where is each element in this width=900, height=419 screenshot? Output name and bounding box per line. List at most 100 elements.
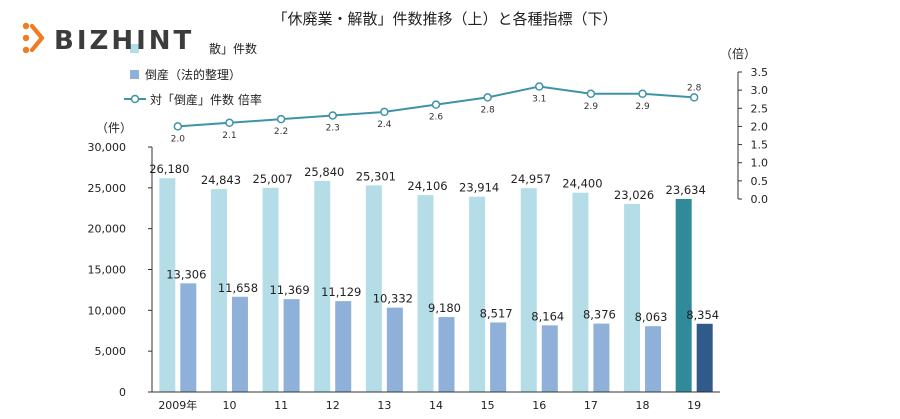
legend: 散」件数 倒産（法的整理） 対「倒産」件数 倍率	[124, 41, 262, 107]
bar-label-bankruptcy: 13,306	[166, 267, 206, 281]
bar-bankruptcy	[335, 301, 352, 392]
bar-closures	[469, 196, 486, 392]
legend-marker-ratio	[130, 94, 140, 104]
ratio-label: 2.6	[429, 113, 444, 123]
bar-label-bankruptcy: 8,164	[531, 309, 564, 323]
ratio-label: 2.1	[222, 131, 236, 141]
legend-label-closures: 散」件数	[209, 41, 257, 56]
bar-label-closures: 24,400	[562, 177, 602, 191]
bar-label-bankruptcy: 8,517	[480, 306, 513, 320]
ratio-point	[586, 89, 596, 99]
bar-label-closures: 23,914	[459, 181, 499, 195]
bar-bankruptcy	[231, 296, 248, 392]
ratio-label: 3.1	[532, 95, 546, 105]
bar-closures	[520, 188, 537, 392]
bar-label-closures: 23,634	[666, 183, 706, 197]
y-right-tick-label: 2.0	[751, 120, 769, 133]
bar-label-closures: 25,301	[356, 169, 396, 183]
bar-label-closures: 26,180	[149, 162, 189, 176]
x-tick-label: 2009年	[158, 398, 197, 412]
x-tick-label: 16	[532, 399, 546, 412]
bar-label-bankruptcy: 9,180	[428, 301, 461, 315]
y-left-tick-label: 20,000	[88, 223, 127, 236]
ratio-line: 2.0 2.1 2.2 2.3 2.4 2.6 2.8 3.1 2.9 2.9 2.8	[171, 82, 702, 144]
ratio-point	[431, 100, 441, 109]
bar-bankruptcy	[645, 326, 662, 392]
bar-closures	[675, 198, 692, 392]
ratio-point	[173, 122, 183, 131]
y-right-unit: （倍）	[720, 46, 756, 61]
bar-label-bankruptcy: 8,376	[583, 308, 616, 322]
bar-label-closures: 24,957	[511, 172, 551, 186]
bar-bankruptcy	[593, 323, 610, 392]
bar-label-closures: 25,840	[304, 165, 344, 179]
x-tick-label: 18	[636, 399, 650, 412]
legend-label-bankruptcy: 倒産（法的整理）	[145, 67, 241, 82]
bar-labels: 26,180 13,306 24,843 11,658 25,007 11,369 25,8…	[149, 162, 719, 324]
ratio-point	[225, 118, 234, 128]
x-tick-label: 15	[481, 399, 495, 412]
bar-label-closures: 23,026	[614, 188, 654, 202]
bar-bankruptcy	[541, 325, 558, 392]
x-tick-label: 10	[222, 399, 236, 412]
y-right-tick-label: 3.0	[751, 84, 769, 97]
y-left-tick-label: 5,000	[95, 345, 127, 358]
bar-label-bankruptcy: 8,354	[686, 308, 719, 322]
legend-swatch-bankruptcy	[130, 70, 139, 79]
bar-closures	[417, 195, 434, 392]
x-tick-label: 13	[377, 399, 391, 412]
ratio-point	[483, 93, 492, 102]
bar-label-closures: 25,007	[252, 172, 292, 186]
x-tick-label: 12	[326, 399, 340, 412]
bar-closures	[314, 180, 331, 392]
bizhint-logo: BIZHINT	[22, 22, 194, 56]
logo-wordmark: BIZHINT	[54, 26, 194, 56]
ratio-point	[328, 111, 337, 120]
ratio-point	[638, 89, 647, 99]
ratio-label: 2.0	[171, 134, 186, 144]
ratio-label: 2.8	[480, 105, 495, 115]
ratio-label: 2.9	[584, 102, 599, 112]
bars	[159, 178, 713, 392]
ratio-point	[276, 114, 286, 124]
x-tick-label: 19	[687, 399, 701, 412]
y-left-tick-label: 0	[119, 386, 126, 399]
bar-bankruptcy	[696, 323, 713, 392]
y-right-tick-label: 1.5	[751, 139, 769, 152]
y-right-axis: 0.0 0.5 1.0 1.5 2.0 2.5 3.0 3.5	[737, 66, 769, 206]
bar-closures	[262, 187, 279, 392]
y-left-tick-label: 25,000	[88, 182, 127, 195]
x-tick-label: 17	[584, 399, 598, 412]
y-right-tick-label: 2.5	[751, 102, 769, 115]
bar-closures	[572, 192, 589, 392]
bar-label-bankruptcy: 11,658	[218, 281, 258, 295]
ratio-label: 2.9	[635, 102, 650, 112]
y-left-tick-label: 10,000	[88, 304, 127, 317]
bar-label-closures: 24,843	[201, 173, 241, 187]
ratio-point	[689, 93, 699, 102]
legend-swatch-closures	[130, 44, 139, 53]
bar-bankruptcy	[386, 307, 403, 392]
ratio-label: 2.2	[274, 127, 288, 137]
y-right-tick-label: 3.5	[751, 66, 769, 79]
x-axis: 2009年 10 11 12 13 14 15 16 17 18 19	[152, 391, 720, 412]
bar-label-closures: 24,106	[407, 179, 447, 193]
bar-label-bankruptcy: 11,129	[321, 285, 361, 299]
logo-mark-icon	[22, 22, 45, 54]
ratio-label: 2.3	[326, 124, 340, 134]
bar-bankruptcy	[490, 322, 507, 392]
bar-closures	[159, 178, 176, 392]
bar-closures	[365, 185, 382, 392]
ratio-label: 2.4	[377, 120, 392, 130]
ratio-point	[535, 82, 544, 91]
x-tick-label: 14	[429, 399, 443, 412]
chart-title: 「休廃業・解散」件数推移（上）と各種指標（下）	[272, 10, 617, 28]
y-left-unit: （件）	[96, 121, 132, 135]
bar-label-bankruptcy: 10,332	[373, 292, 413, 306]
y-left-tick-label: 30,000	[88, 141, 127, 154]
ratio-label: 2.8	[687, 83, 702, 93]
y-left-tick-label: 15,000	[88, 264, 127, 277]
y-right-tick-label: 1.0	[751, 157, 769, 170]
bar-closures	[210, 189, 227, 392]
